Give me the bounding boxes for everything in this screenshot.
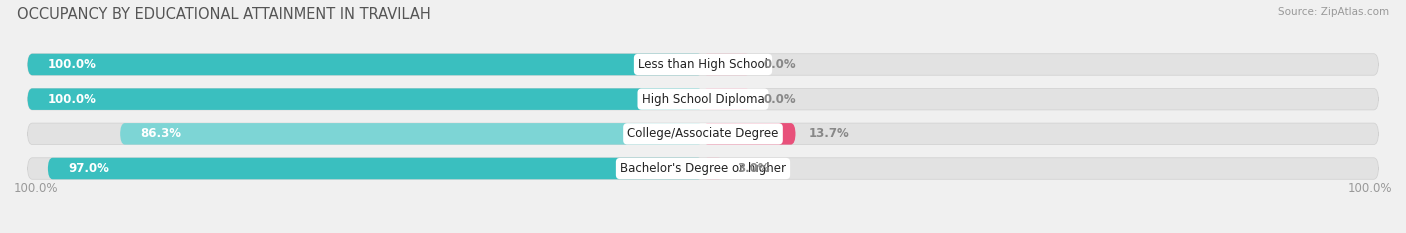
Text: 100.0%: 100.0% bbox=[48, 58, 97, 71]
Text: 0.0%: 0.0% bbox=[763, 93, 796, 106]
Text: 97.0%: 97.0% bbox=[67, 162, 110, 175]
Text: College/Associate Degree: College/Associate Degree bbox=[627, 127, 779, 140]
FancyBboxPatch shape bbox=[28, 88, 703, 110]
FancyBboxPatch shape bbox=[28, 88, 1378, 110]
Text: High School Diploma: High School Diploma bbox=[641, 93, 765, 106]
Text: 3.0%: 3.0% bbox=[737, 162, 769, 175]
Text: 100.0%: 100.0% bbox=[14, 182, 59, 195]
FancyBboxPatch shape bbox=[120, 123, 703, 145]
Text: OCCUPANCY BY EDUCATIONAL ATTAINMENT IN TRAVILAH: OCCUPANCY BY EDUCATIONAL ATTAINMENT IN T… bbox=[17, 7, 430, 22]
FancyBboxPatch shape bbox=[703, 54, 751, 75]
FancyBboxPatch shape bbox=[28, 54, 703, 75]
FancyBboxPatch shape bbox=[28, 158, 1378, 179]
Text: Source: ZipAtlas.com: Source: ZipAtlas.com bbox=[1278, 7, 1389, 17]
Text: 13.7%: 13.7% bbox=[808, 127, 849, 140]
FancyBboxPatch shape bbox=[48, 158, 703, 179]
Text: 0.0%: 0.0% bbox=[763, 58, 796, 71]
Text: 86.3%: 86.3% bbox=[141, 127, 181, 140]
FancyBboxPatch shape bbox=[28, 54, 1378, 75]
FancyBboxPatch shape bbox=[703, 123, 796, 145]
Text: 100.0%: 100.0% bbox=[1347, 182, 1392, 195]
Text: Less than High School: Less than High School bbox=[638, 58, 768, 71]
FancyBboxPatch shape bbox=[703, 158, 723, 179]
FancyBboxPatch shape bbox=[28, 123, 1378, 145]
Text: 100.0%: 100.0% bbox=[48, 93, 97, 106]
FancyBboxPatch shape bbox=[703, 88, 751, 110]
Text: Bachelor's Degree or higher: Bachelor's Degree or higher bbox=[620, 162, 786, 175]
